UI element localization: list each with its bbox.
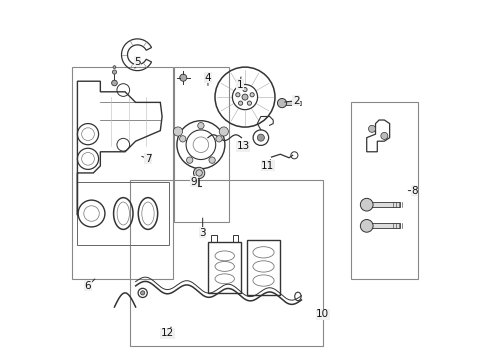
Circle shape	[368, 125, 375, 132]
Circle shape	[187, 157, 193, 163]
Circle shape	[239, 101, 243, 105]
Bar	[208, 242, 242, 293]
Circle shape	[242, 94, 248, 100]
Bar	[367, 224, 400, 228]
Bar	[282, 101, 301, 105]
Text: 7: 7	[145, 154, 151, 164]
Bar	[247, 240, 280, 294]
Circle shape	[247, 101, 251, 105]
Bar	[77, 182, 169, 245]
Circle shape	[209, 157, 215, 163]
Circle shape	[277, 99, 287, 108]
Circle shape	[141, 291, 145, 295]
Circle shape	[194, 167, 205, 179]
Text: 2: 2	[293, 96, 299, 105]
Text: 8: 8	[411, 186, 417, 195]
Text: 9: 9	[191, 177, 197, 187]
Text: 3: 3	[199, 228, 206, 238]
Text: 1: 1	[236, 80, 243, 90]
Circle shape	[360, 198, 373, 211]
Text: 6: 6	[85, 281, 91, 291]
Circle shape	[216, 136, 222, 142]
Circle shape	[173, 127, 183, 136]
Bar	[212, 235, 217, 242]
Circle shape	[250, 93, 254, 97]
Circle shape	[112, 70, 117, 74]
Circle shape	[236, 93, 240, 97]
Bar	[351, 102, 418, 279]
Bar	[130, 180, 322, 346]
Circle shape	[180, 136, 186, 142]
Circle shape	[113, 66, 116, 68]
Circle shape	[243, 87, 247, 92]
Bar	[174, 67, 229, 222]
Circle shape	[381, 132, 388, 139]
Bar	[72, 67, 172, 279]
Text: 5: 5	[134, 57, 141, 67]
Circle shape	[112, 80, 117, 86]
Text: 4: 4	[205, 73, 211, 83]
Circle shape	[360, 220, 373, 232]
Text: 11: 11	[261, 161, 274, 171]
Circle shape	[180, 74, 187, 81]
Text: 13: 13	[237, 141, 250, 152]
Circle shape	[219, 127, 228, 136]
Text: 10: 10	[316, 309, 329, 319]
Bar	[233, 235, 238, 242]
Circle shape	[198, 122, 204, 129]
Circle shape	[257, 134, 265, 141]
Text: 12: 12	[161, 328, 174, 338]
Bar	[367, 202, 400, 207]
